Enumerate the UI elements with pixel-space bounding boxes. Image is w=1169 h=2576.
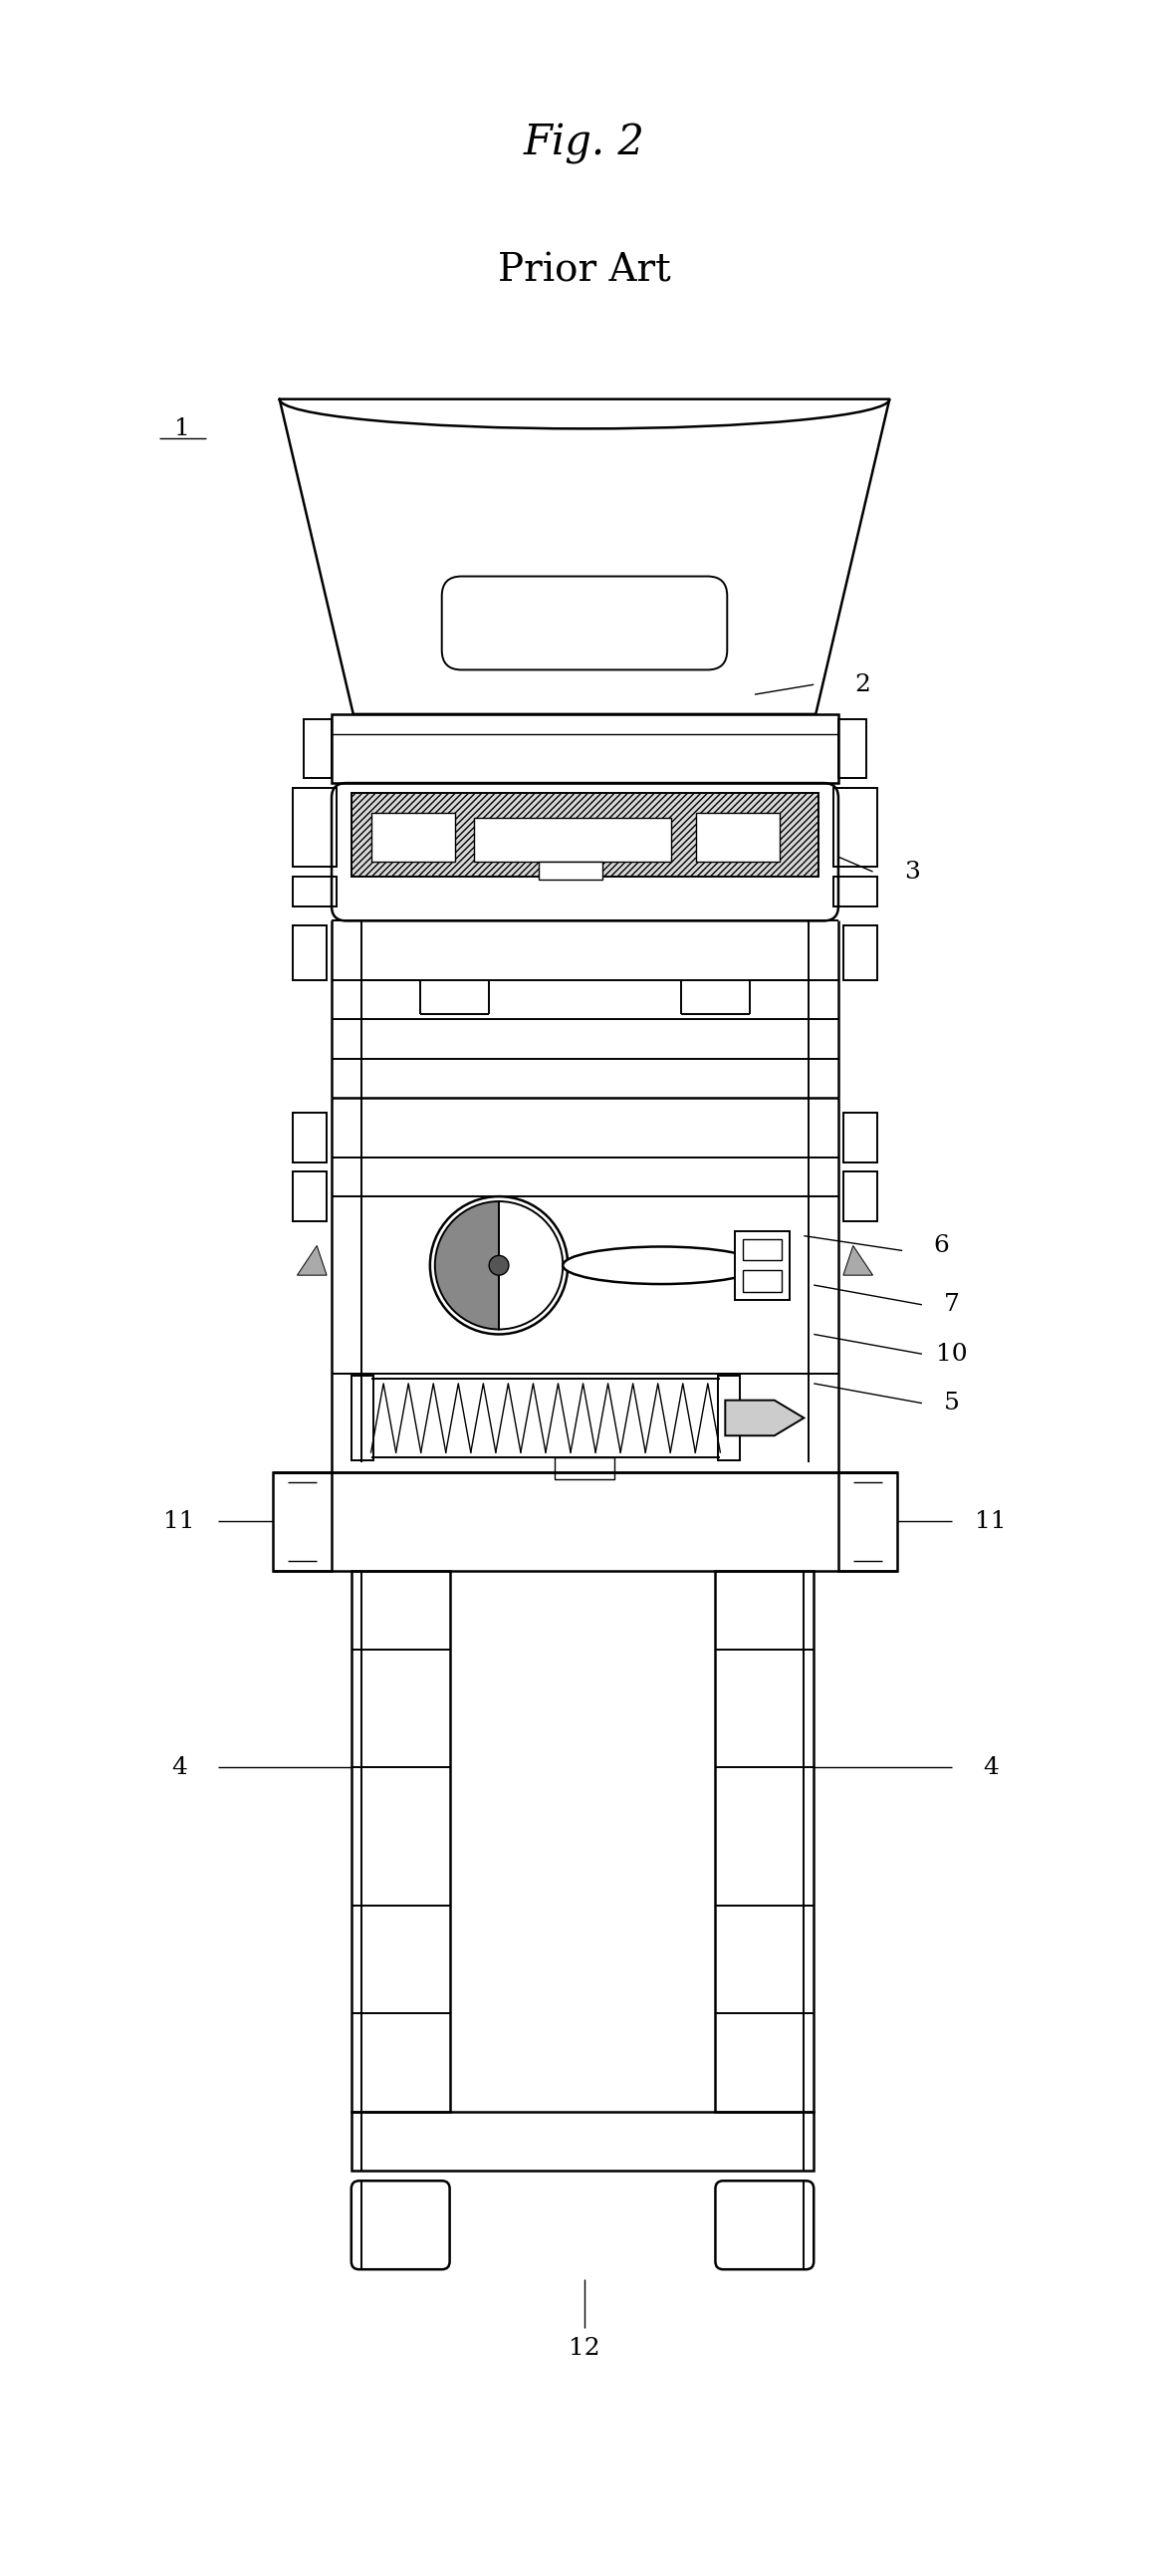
Ellipse shape <box>562 1247 760 1283</box>
Text: 5: 5 <box>943 1391 960 1414</box>
Polygon shape <box>843 1247 873 1275</box>
Bar <box>838 1471 898 1571</box>
Bar <box>352 2112 814 2172</box>
Bar <box>352 1571 450 2112</box>
Bar <box>292 1172 326 1221</box>
Wedge shape <box>435 1200 499 1329</box>
Bar <box>743 1239 781 1260</box>
Text: 2: 2 <box>855 672 871 696</box>
Circle shape <box>489 1255 509 1275</box>
Bar <box>304 719 332 778</box>
Text: 10: 10 <box>935 1342 967 1365</box>
Text: 1: 1 <box>174 417 189 440</box>
Text: Prior Art: Prior Art <box>498 252 671 289</box>
Text: Fig. 2: Fig. 2 <box>524 121 645 165</box>
Bar <box>715 1571 814 2112</box>
Bar <box>352 1376 373 1461</box>
Bar <box>352 793 818 876</box>
Bar <box>718 1376 740 1461</box>
Text: 11: 11 <box>164 1510 195 1533</box>
Bar <box>743 1270 781 1293</box>
Polygon shape <box>725 1401 804 1435</box>
Text: 4: 4 <box>983 1757 998 1780</box>
Wedge shape <box>499 1200 562 1329</box>
Text: 3: 3 <box>905 860 920 884</box>
Bar <box>292 1113 326 1162</box>
Bar <box>843 1113 878 1162</box>
Bar <box>538 863 602 878</box>
Bar <box>696 811 780 863</box>
Bar <box>843 925 878 979</box>
Bar <box>555 1458 614 1479</box>
Text: 7: 7 <box>943 1293 960 1316</box>
Polygon shape <box>297 1247 326 1275</box>
Bar <box>292 788 337 866</box>
Bar <box>332 714 838 783</box>
Bar <box>292 876 337 907</box>
Text: 6: 6 <box>934 1234 949 1257</box>
Bar <box>475 817 671 863</box>
Bar <box>833 788 878 866</box>
Bar <box>843 1172 878 1221</box>
Bar <box>735 1231 789 1301</box>
Bar <box>838 719 866 778</box>
Text: 11: 11 <box>975 1510 1007 1533</box>
Bar <box>272 1471 332 1571</box>
Text: 12: 12 <box>569 2336 600 2360</box>
Bar <box>833 876 878 907</box>
Bar <box>292 925 326 979</box>
Bar <box>371 811 455 863</box>
Text: 4: 4 <box>171 1757 187 1780</box>
